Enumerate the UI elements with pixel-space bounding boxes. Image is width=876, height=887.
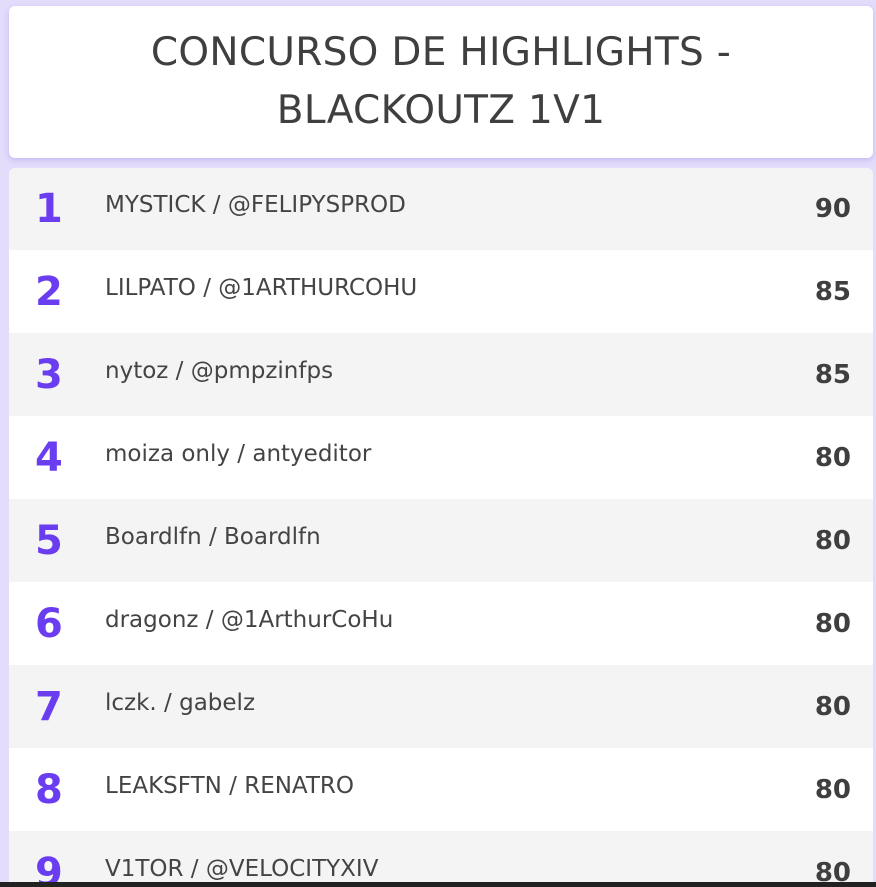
score-value: 90: [814, 194, 851, 224]
bottom-edge-bar: [0, 882, 876, 887]
participant-name: nytoz / @pmpzinfps: [105, 357, 334, 384]
score-value: 85: [814, 359, 851, 390]
rank-number: 3: [35, 351, 63, 398]
score-value: 80: [814, 442, 851, 473]
rank-number: 7: [35, 683, 63, 730]
leaderboard-row: 7 lczk. / gabelz 80: [9, 665, 873, 748]
header-card: CONCURSO DE HIGHLIGHTS - BLACKOUTZ 1V1: [9, 6, 873, 158]
page-title: CONCURSO DE HIGHLIGHTS - BLACKOUTZ 1V1: [150, 30, 732, 133]
rank-number: 5: [35, 517, 63, 564]
leaderboard-row: 3 nytoz / @pmpzinfps 85: [9, 333, 873, 416]
leaderboard-row: 4 moiza only / antyeditor 80: [9, 416, 873, 499]
score-value: 80: [814, 691, 851, 722]
score-value: 80: [814, 774, 851, 805]
leaderboard-row: 1 MYSTICK / @FELIPYSPROD 90: [9, 168, 873, 250]
leaderboard-row: 6 dragonz / @1ArthurCoHu 80: [9, 582, 873, 665]
leaderboard-row: 8 LEAKSFTN / RENATRO 80: [9, 748, 873, 831]
participant-name: Boardlfn / Boardlfn: [105, 523, 321, 550]
rank-number: 2: [35, 268, 63, 315]
rank-number: 9: [35, 849, 63, 887]
participant-name: MYSTICK / @FELIPYSPROD: [105, 192, 406, 218]
participant-name: V1TOR / @VELOCITYXIV: [105, 855, 379, 882]
rank-number: 1: [35, 186, 63, 232]
score-value: 80: [814, 608, 851, 639]
participant-name: LILPATO / @1ARTHURCOHU: [105, 274, 418, 301]
participant-name: lczk. / gabelz: [105, 689, 256, 716]
leaderboard-row: 2 LILPATO / @1ARTHURCOHU 85: [9, 250, 873, 333]
participant-name: dragonz / @1ArthurCoHu: [105, 606, 394, 633]
rank-number: 4: [35, 434, 63, 481]
score-value: 85: [814, 276, 851, 307]
participant-name: LEAKSFTN / RENATRO: [105, 772, 355, 799]
leaderboard-row: 5 Boardlfn / Boardlfn 80: [9, 499, 873, 582]
rank-number: 8: [35, 766, 63, 813]
leaderboard: 1 MYSTICK / @FELIPYSPROD 90 2 LILPATO / …: [9, 168, 873, 887]
rank-number: 6: [35, 600, 63, 647]
score-value: 80: [814, 525, 851, 556]
participant-name: moiza only / antyeditor: [105, 440, 372, 467]
leaderboard-row: 9 V1TOR / @VELOCITYXIV 80: [9, 831, 873, 887]
